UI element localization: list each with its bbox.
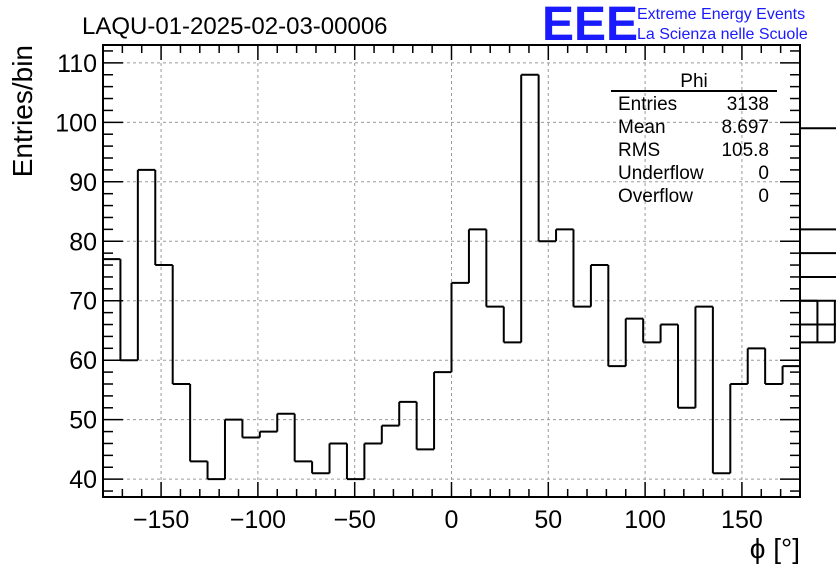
histogram-bin (485, 229, 504, 308)
histogram-bin (189, 384, 208, 463)
histogram-bin (241, 419, 260, 439)
histogram-bin (800, 127, 836, 130)
histogram-bin (433, 371, 452, 450)
histogram-bin (502, 306, 522, 344)
histogram-bin (746, 347, 766, 384)
histogram-bin (659, 323, 679, 343)
y-tick-label: 100 (55, 109, 97, 137)
histogram-bin (363, 442, 382, 480)
x-tick-labels: −150 −100 −50 0 50 100 150 (133, 506, 763, 534)
histogram-bin (171, 265, 191, 385)
histogram-bin (380, 424, 400, 444)
histogram-bin (800, 252, 836, 255)
logo-line-1: Extreme Energy Events (637, 6, 805, 23)
histogram-bin (800, 300, 836, 344)
x-tick-label: 0 (445, 506, 459, 534)
histogram-bin (711, 306, 731, 475)
y-tick-label: 90 (69, 169, 97, 197)
histogram-bin (800, 228, 836, 231)
x-tick-label: 150 (721, 506, 763, 534)
histogram-bin (293, 413, 313, 463)
histogram-bin (415, 401, 435, 451)
y-tick-label: 40 (69, 466, 97, 494)
histogram-bin (119, 259, 138, 362)
histogram-bin (607, 265, 626, 368)
axis-ticks (103, 45, 800, 497)
stats-row-value: 0 (758, 163, 769, 184)
x-tick-label: −100 (230, 506, 286, 534)
histogram-bin (800, 275, 836, 278)
histogram-bin (154, 169, 173, 267)
histogram-bin (624, 317, 644, 367)
stats-row-value: 0 (758, 186, 769, 207)
histogram-bin (572, 229, 591, 308)
histogram-bin (450, 281, 469, 373)
histogram-bin (328, 442, 347, 474)
y-tick-label: 110 (57, 50, 97, 78)
grid (103, 45, 800, 497)
stats-row-label: Overflow (618, 186, 693, 207)
x-tick-label: −50 (333, 506, 375, 534)
histogram-bin (345, 443, 365, 481)
histogram-bin (589, 264, 609, 307)
histogram-bin (467, 228, 487, 283)
x-tick-label: 100 (624, 506, 666, 534)
stats-row-value: 105.8 (721, 140, 769, 161)
stats-title: Phi (680, 71, 707, 92)
histogram-bin (800, 323, 836, 326)
histogram-bin (206, 461, 225, 481)
stats-row-label: Mean (618, 117, 666, 138)
y-tick-label: 70 (69, 288, 97, 316)
histogram-bin (764, 348, 783, 385)
histogram-bin (258, 430, 278, 438)
histogram-bin (398, 400, 417, 426)
histogram-bin (537, 74, 557, 243)
histogram-bin (223, 418, 243, 480)
histogram-bin (694, 305, 713, 408)
y-tick-labels: 40 50 60 70 80 90 100 110 (55, 50, 97, 494)
histogram-bin (276, 412, 295, 432)
histogram-bin (729, 383, 748, 474)
logo-line-2: La Scienza nelle Scuole (637, 26, 808, 43)
stats-row-value: 3138 (727, 94, 769, 115)
histogram-bin (800, 299, 819, 343)
histogram-bin (800, 299, 836, 302)
histogram-bin (311, 461, 330, 475)
y-tick-label: 50 (69, 407, 97, 435)
histogram-series (103, 73, 836, 481)
x-tick-label: 50 (534, 506, 562, 534)
y-tick-label: 80 (69, 228, 97, 256)
chart-title: LAQU-01-2025-02-03-00006 (82, 13, 388, 40)
stats-row-label: Underflow (618, 163, 704, 184)
histogram-bin (555, 228, 574, 242)
histogram-bin (136, 168, 156, 361)
histogram-bin (677, 324, 696, 409)
stats-row-label: RMS (618, 140, 660, 161)
eee-logo: EEE (542, 0, 638, 51)
x-tick-label: −150 (133, 506, 189, 534)
y-axis-label: Entries/bin (7, 45, 38, 177)
histogram-bin (520, 73, 539, 343)
histogram-bin (642, 318, 661, 344)
y-tick-label: 60 (69, 347, 97, 375)
histogram-bin (781, 365, 800, 384)
stats-row-label: Entries (618, 94, 677, 115)
stats-box: Phi Entries 3138 Mean 8.697 RMS 105.8 Underflo… (611, 71, 777, 207)
stats-row-value: 8.697 (721, 117, 769, 138)
x-axis-label: ϕ [°] (750, 533, 800, 564)
